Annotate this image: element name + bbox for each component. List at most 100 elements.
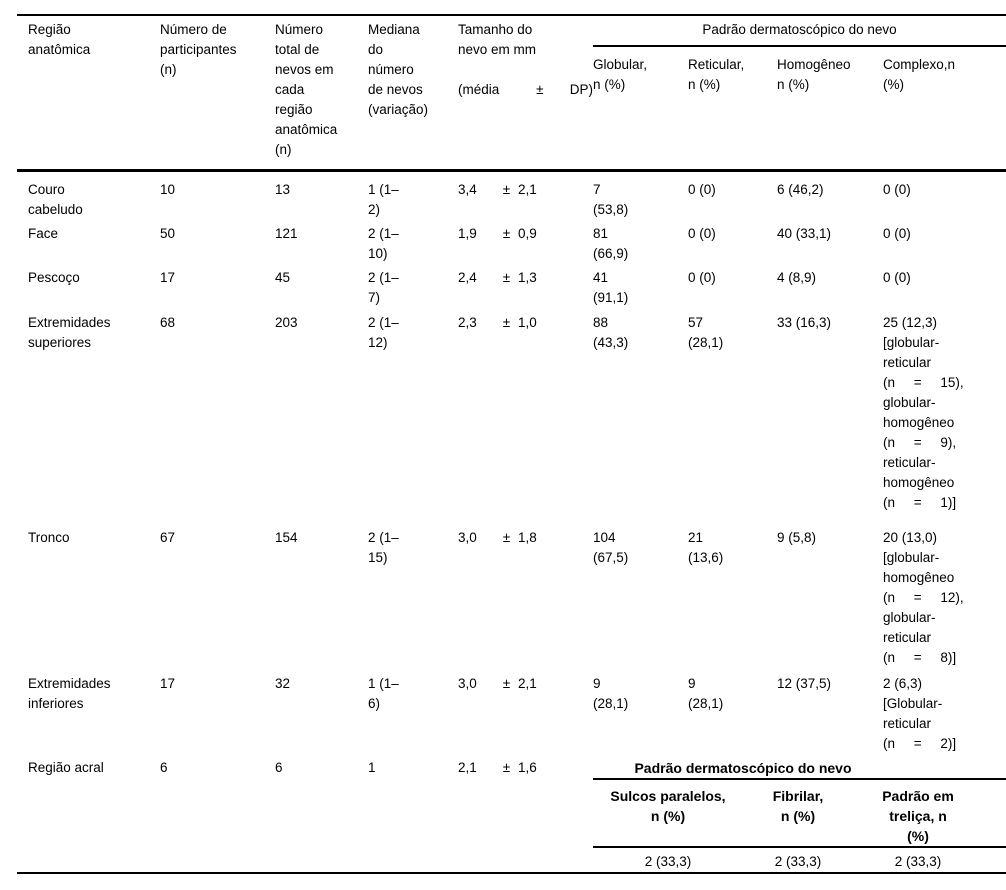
cell-complex: 0 (0) [883,226,911,241]
size-sd: 1,0 [518,315,537,330]
plus-minus-sign: ± [536,82,544,97]
subtable-title: Padrão dermatoscópico do nevo [634,760,852,776]
cell-reticular: 9 (28,1) [688,676,724,711]
cell-reticular: 21 (13,6) [688,530,724,565]
cell-reticular: 0 (0) [688,182,716,197]
cell-median: 2 (1– 10) [368,226,399,261]
cell-homogeneous: 12 (37,5) [777,676,832,691]
cell-participants: 10 [160,182,176,197]
table-row-neck: Pescoço 17 45 2 (1– 7) 2,4 ± 1,3 41 (91,… [17,260,1006,305]
size-sd: 1,6 [518,760,537,775]
plus-minus-sign: ± [502,530,511,545]
table-row-acral: Região acral 6 6 1 2,1 ± 1,6 Padrão derm… [17,750,1006,872]
cell-reticular: 0 (0) [688,270,716,285]
cell-total: 32 [275,676,291,691]
plus-minus-sign: ± [502,676,511,691]
cell-median: 2 (1– 15) [368,530,399,565]
cell-total: 121 [275,226,298,241]
nevus-region-table: Região anatômica Número de participantes… [17,14,1006,874]
cell-homogeneous: 33 (16,3) [777,315,832,330]
cell-region: Face [28,226,59,241]
cell-region: Couro cabeludo [28,182,83,217]
subtable-col-lattice: Padrão em treliça, n (%) [882,788,954,844]
col-header-size-stats: (média ± DP) [458,80,593,100]
cell-reticular: 57 (28,1) [688,315,724,350]
subtable-value-fibrillar: 2 (33,3) [774,854,822,869]
plus-minus-sign: ± [502,760,511,775]
size-mean: 3,0 [458,676,477,691]
table-row-lower-extremities: Extremidades inferiores 17 32 1 (1– 6) 3… [17,666,1006,751]
size-mean: 3,0 [458,530,477,545]
table-row-scalp: Couro cabeludo 10 13 1 (1– 2) 3,4 ± 2,1 … [17,172,1006,217]
size-sd: 1,8 [518,530,537,545]
cell-homogeneous: 4 (8,9) [777,270,817,285]
cell-homogeneous: 40 (33,1) [777,226,832,241]
cell-median: 1 [368,760,376,775]
cell-participants: 17 [160,676,176,691]
subtable-col-fibrillar: Fibrilar, n (%) [772,788,824,824]
size-mean: 2,3 [458,315,477,330]
col-header-reticular: Reticular, n (%) [688,57,745,92]
cell-size: 1,9 ± 0,9 [458,216,593,264]
subtable-value-lattice: 2 (33,3) [894,854,942,869]
cell-size: 2,4 ± 1,3 [458,260,593,308]
cell-median: 1 (1– 6) [368,676,399,711]
cell-globular: 7 (53,8) [593,182,629,217]
cell-participants: 6 [160,760,168,775]
pattern-group-header: Padrão dermatoscópico do nevo [593,16,1006,47]
cell-homogeneous: 9 (5,8) [777,530,817,545]
cell-globular: 104 (67,5) [593,530,629,565]
size-sd: 0,9 [518,226,537,241]
col-header-participants: Número de participantes (n) [160,22,237,77]
cell-total: 45 [275,270,291,285]
cell-median: 2 (1– 12) [368,315,399,350]
cell-size: 2,1 ± 1,6 [458,750,593,872]
cell-complex: 0 (0) [883,182,911,197]
size-mean: 2,4 [458,270,477,285]
table-row-upper-extremities: Extremidades superiores 68 203 2 (1– 12)… [17,305,1006,520]
plus-minus-sign: ± [502,182,511,197]
plus-minus-sign: ± [502,315,511,330]
plus-minus-sign: ± [502,226,511,241]
col-header-size-lines: Tamanho do nevo em mm [458,22,537,57]
cell-size: 3,4 ± 2,1 [458,172,593,220]
cell-complex: 25 (12,3) [globular- reticular (n = 15),… [883,315,964,510]
size-mean: 2,1 [458,760,477,775]
col-header-total-nevi: Número total de nevos em cada região ana… [275,22,338,157]
col-header-globular: Globular, n (%) [593,57,648,92]
cell-region: Pescoço [28,270,80,285]
size-sd-label: DP) [569,82,593,97]
cell-complex: 0 (0) [883,270,911,285]
plus-minus-sign: ± [502,270,511,285]
cell-participants: 50 [160,226,176,241]
cell-median: 2 (1– 7) [368,270,399,305]
size-mean-label: (média [458,82,500,97]
table-header: Região anatômica Número de participantes… [17,16,1006,172]
cell-total: 13 [275,182,291,197]
col-header-size: Tamanho do nevo em mm (média ± DP) [458,16,593,169]
subtable-value-parallel: 2 (33,3) [644,854,692,869]
subtable-col-parallel-furrows: Sulcos paralelos, n (%) [610,788,726,824]
col-header-region: Região anatômica [28,22,91,57]
cell-globular: 81 (66,9) [593,226,629,261]
subtable-title-row: Padrão dermatoscópico do nevo [593,750,1006,780]
cell-region: Tronco [28,530,70,545]
cell-region: Extremidades inferiores [28,676,111,711]
col-header-complex: Complexo,n (%) [883,57,956,92]
cell-homogeneous: 6 (46,2) [777,182,824,197]
table-row-trunk: Tronco 67 154 2 (1– 15) 3,0 ± 1,8 104 (6… [17,520,1006,666]
size-mean: 3,4 [458,182,477,197]
cell-median: 1 (1– 2) [368,182,399,217]
cell-total: 203 [275,315,298,330]
cell-total: 154 [275,530,298,545]
size-sd: 2,1 [518,182,537,197]
table-row-face: Face 50 121 2 (1– 10) 1,9 ± 0,9 81 (66,9… [17,216,1006,261]
size-sd: 1,3 [518,270,537,285]
cell-globular: 9 (28,1) [593,676,629,711]
cell-reticular: 0 (0) [688,226,716,241]
cell-globular: 41 (91,1) [593,270,629,305]
cell-size: 3,0 ± 1,8 [458,520,593,668]
size-mean: 1,9 [458,226,477,241]
subtable-header-row: Sulcos paralelos, n (%) Fibrilar, n (%) … [593,780,1006,848]
cell-participants: 17 [160,270,176,285]
